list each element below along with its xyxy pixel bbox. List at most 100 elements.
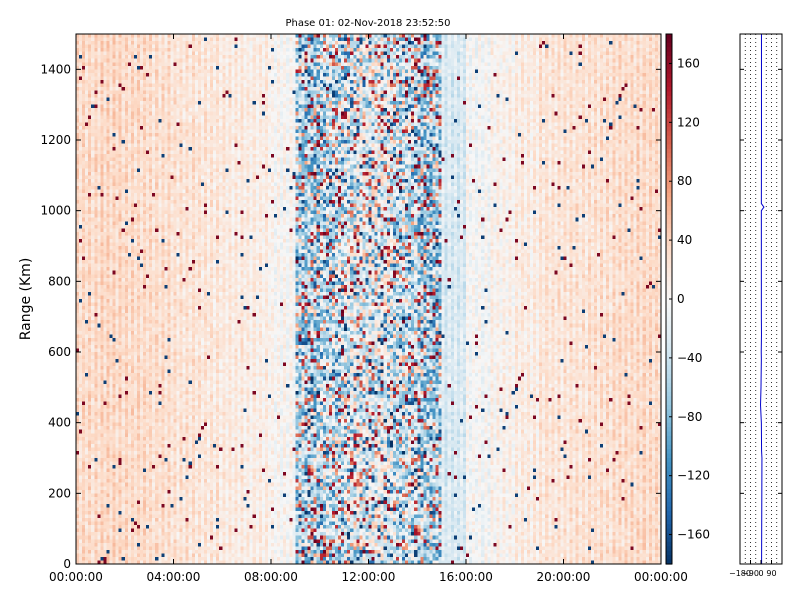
colorbar-segment	[666, 444, 672, 450]
colorbar-segment	[666, 422, 672, 428]
y-tick-label: 200	[48, 486, 71, 500]
colorbar-segment	[666, 480, 672, 486]
x-tick-label: 08:00:00	[244, 570, 298, 584]
colorbar-segment	[666, 524, 672, 530]
colorbar-segment	[666, 206, 672, 212]
colorbar-segment	[666, 153, 672, 159]
profile-plot: −180−90 0 90	[729, 33, 783, 578]
colorbar-segment	[666, 179, 672, 185]
colorbar-segment	[666, 113, 672, 119]
colorbar-segment	[666, 285, 672, 291]
colorbar-segment	[666, 466, 672, 472]
heatmap-cells	[76, 34, 661, 564]
colorbar-segment	[666, 352, 672, 358]
colorbar-segment	[666, 347, 672, 353]
colorbar-segment	[666, 369, 672, 375]
colorbar-segment	[666, 144, 672, 150]
colorbar-segment	[666, 223, 672, 229]
colorbar-segment	[666, 201, 672, 207]
colorbar-tick-label: −120	[677, 469, 710, 483]
heatmap-plot	[76, 34, 661, 564]
colorbar-segment	[666, 555, 672, 561]
colorbar-segment	[666, 276, 672, 282]
colorbar-segment	[666, 117, 672, 123]
y-axis: 0 200 400 600 800 1000 1200 1400	[40, 62, 661, 571]
colorbar-segment	[666, 515, 672, 521]
colorbar-segment	[666, 157, 672, 163]
y-axis-label: Range (Km)	[18, 258, 34, 341]
colorbar-segment	[666, 488, 672, 494]
colorbar-segment	[666, 82, 672, 88]
colorbar-segment	[666, 453, 672, 459]
colorbar-segment	[666, 126, 672, 132]
colorbar-segment	[666, 312, 672, 318]
colorbar-tick-label: 40	[677, 233, 692, 247]
colorbar-segment	[666, 325, 672, 331]
colorbar-segment	[666, 321, 672, 327]
colorbar-segment	[666, 307, 672, 313]
colorbar-segment	[666, 541, 672, 547]
colorbar-segment	[666, 272, 672, 278]
colorbar-tick-label: 80	[677, 174, 692, 188]
y-tick-label: 800	[48, 274, 71, 288]
colorbar-segment	[666, 391, 672, 397]
colorbar-segment	[666, 550, 672, 556]
colorbar-segment	[666, 34, 672, 40]
colorbar-segment	[666, 47, 672, 53]
colorbar-segment	[666, 170, 672, 176]
colorbar-segment	[666, 475, 672, 481]
colorbar-segment	[666, 502, 672, 508]
colorbar-segment	[666, 109, 672, 115]
colorbar-segment	[666, 435, 672, 441]
colorbar-segment	[666, 559, 672, 565]
colorbar-segment	[666, 259, 672, 265]
colorbar-segment	[666, 131, 672, 137]
colorbar-segment	[666, 51, 672, 57]
colorbar-segment	[666, 281, 672, 287]
colorbar-segment	[666, 528, 672, 534]
x-tick-label: 20:00:00	[537, 570, 591, 584]
colorbar-segment	[666, 303, 672, 309]
x-tick-label: 00:00:00	[634, 570, 688, 584]
colorbar-segment	[666, 387, 672, 393]
colorbar-segment	[666, 69, 672, 75]
colorbar-segment	[666, 228, 672, 234]
colorbar-segment	[666, 440, 672, 446]
colorbar-segment	[666, 87, 672, 93]
colorbar-segment	[666, 316, 672, 322]
colorbar-segment	[666, 56, 672, 62]
colorbar-segment	[666, 193, 672, 199]
colorbar-segment	[666, 162, 672, 168]
colorbar-segment	[666, 95, 672, 101]
colorbar-segment	[666, 382, 672, 388]
profile-x-tick-label: 90	[766, 569, 776, 578]
colorbar-segment	[666, 215, 672, 221]
colorbar-segment	[666, 290, 672, 296]
colorbar-segment	[666, 246, 672, 252]
colorbar-tick-label: −40	[677, 351, 702, 365]
colorbar-segment	[666, 533, 672, 539]
y-tick-label: 1400	[40, 62, 71, 76]
colorbar-segment	[666, 360, 672, 366]
colorbar-segment	[666, 400, 672, 406]
colorbar-tick-label: 160	[677, 56, 700, 70]
colorbar-segment	[666, 241, 672, 247]
colorbar-segment	[666, 334, 672, 340]
colorbar-segment	[666, 537, 672, 543]
colorbar-segment	[666, 210, 672, 216]
colorbar-segment	[666, 405, 672, 411]
colorbar-segment	[666, 232, 672, 238]
colorbar-segment	[666, 219, 672, 225]
x-tick-label: 00:00:00	[49, 570, 103, 584]
colorbar-segment	[666, 546, 672, 552]
colorbar-segment	[666, 329, 672, 335]
x-axis: 00:00:00 04:00:00 08:00:00 12:00:00 16:00:00…	[49, 34, 688, 584]
colorbar-segment	[666, 135, 672, 141]
colorbar-segment	[666, 263, 672, 269]
colorbar-segment	[666, 91, 672, 97]
profile-line	[760, 34, 765, 565]
x-tick-label: 12:00:00	[342, 570, 396, 584]
colorbar-segment	[666, 493, 672, 499]
colorbar-segment	[666, 100, 672, 106]
